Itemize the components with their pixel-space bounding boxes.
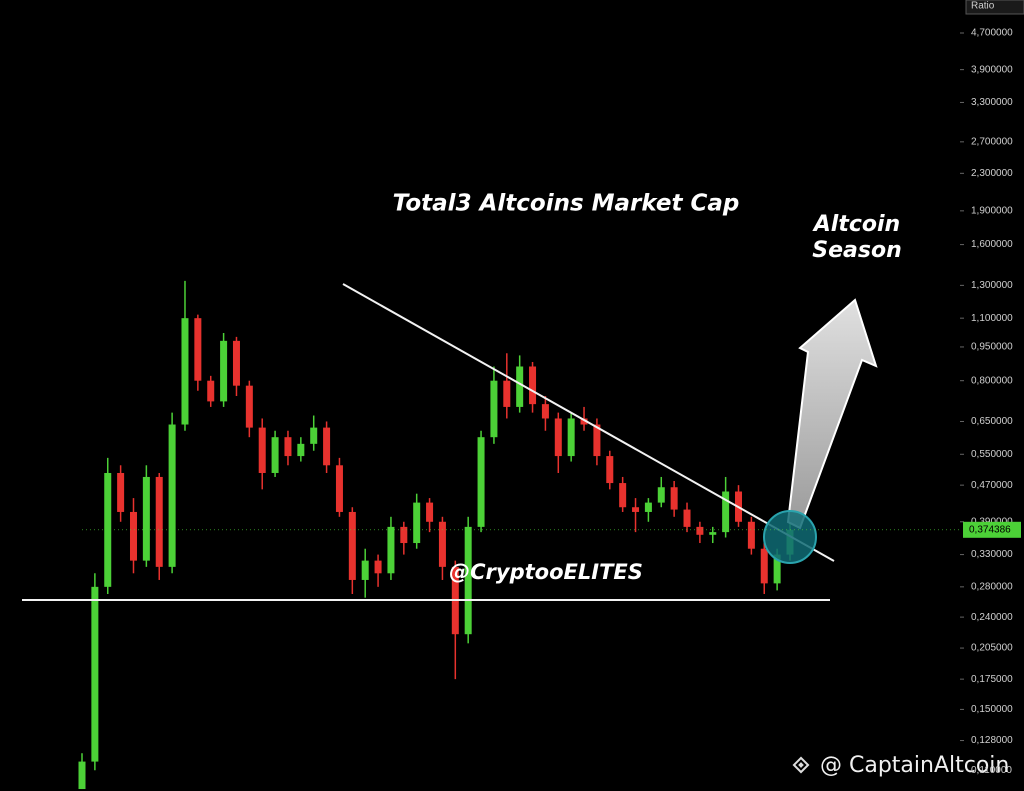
y-tick-label: 2,700000: [971, 136, 1013, 147]
candle-body: [580, 418, 588, 425]
candle-body: [245, 385, 253, 428]
candle-body: [348, 511, 356, 580]
source-icon: [792, 756, 810, 774]
candle-body: [284, 437, 292, 457]
candle-body: [104, 472, 112, 587]
y-tick-label: 1,600000: [971, 239, 1013, 250]
y-tick-label: 0,110000: [971, 765, 1012, 776]
candle-body: [606, 456, 614, 484]
candle-body: [181, 318, 189, 425]
candle-body: [683, 509, 691, 527]
candle-body: [438, 521, 446, 567]
candle-body: [91, 586, 99, 762]
candle-body: [490, 380, 498, 438]
candle-body: [477, 437, 485, 527]
candle-body: [297, 443, 305, 457]
y-tick-label: 3,300000: [971, 97, 1013, 108]
axis-label-box: [965, 0, 1024, 15]
annotation: Altcoin: [812, 212, 900, 237]
candle-body: [129, 511, 137, 561]
y-tick-label: 0,175000: [971, 674, 1013, 685]
candle-body: [323, 427, 331, 466]
candle-body: [619, 483, 627, 508]
candle-body: [773, 554, 781, 584]
y-tick-label: 2,300000: [971, 168, 1013, 179]
candle-body: [374, 560, 382, 574]
y-tick-label: 0,205000: [971, 643, 1013, 654]
y-tick-label: 0,330000: [971, 549, 1013, 560]
y-tick-label: 0,800000: [971, 375, 1013, 386]
candle-body: [722, 491, 730, 533]
candle-body: [709, 532, 717, 535]
candle-body: [567, 418, 575, 457]
y-tick-label: 1,100000: [971, 313, 1013, 324]
y-tick-label: 1,900000: [971, 205, 1013, 216]
candle-body: [657, 487, 665, 503]
candle-body: [232, 340, 240, 386]
candle-body: [413, 502, 421, 544]
candle-body: [644, 502, 652, 512]
candle-body: [593, 424, 601, 457]
candle-body: [194, 318, 202, 381]
candle-body: [155, 476, 163, 567]
candle-body: [464, 526, 472, 635]
candle-body: [387, 526, 395, 574]
y-tick-label: 0,950000: [971, 342, 1013, 353]
candle-body: [117, 472, 125, 512]
chart-title: Total3 Altcoins Market Cap: [393, 191, 740, 217]
candle-body: [207, 380, 215, 402]
y-tick-label: 0,280000: [971, 581, 1013, 592]
y-tick-label: 0,150000: [971, 704, 1013, 715]
last-price-badge: [963, 521, 1021, 538]
candle-body: [400, 526, 408, 544]
candle-body: [168, 424, 176, 567]
candle-body: [696, 526, 704, 535]
y-tick-label: 0,240000: [971, 612, 1013, 623]
annotation: Season: [812, 238, 901, 263]
last-price-label: 0,374386: [969, 524, 1011, 535]
candle-body: [78, 761, 86, 790]
candle-body: [258, 427, 266, 473]
candle-body: [529, 366, 537, 405]
resistance-line: [342, 283, 835, 562]
y-tick-label: 0,128000: [971, 735, 1013, 746]
candle-body: [503, 380, 511, 407]
y-axis-label: Ratio: [971, 1, 995, 12]
candle-body: [271, 437, 279, 473]
watermark: @CryptooELITES: [449, 560, 643, 584]
candle-body: [670, 487, 678, 510]
y-tick-label: 0,650000: [971, 416, 1013, 427]
y-tick-label: 1,300000: [971, 280, 1013, 291]
candle-body: [747, 521, 755, 549]
candle-body: [632, 507, 640, 512]
candle-body: [541, 404, 549, 419]
candle-body: [220, 340, 228, 402]
breakout-circle: [763, 510, 817, 564]
candle-body: [516, 366, 524, 407]
source: @ CaptainAltcoin: [820, 753, 1009, 778]
candle-body: [335, 465, 343, 512]
y-tick-label: 0,470000: [971, 480, 1013, 491]
breakout-arrow: [786, 298, 878, 530]
candle-body: [760, 548, 768, 584]
y-tick-label: 4,700000: [971, 28, 1013, 39]
y-tick-label: 0,550000: [971, 449, 1013, 460]
candle-body: [554, 418, 562, 457]
candle-body: [361, 560, 369, 580]
candle-body: [142, 476, 150, 561]
candle-body: [310, 427, 318, 444]
y-tick-label: 3,900000: [971, 64, 1013, 75]
candle-body: [426, 502, 434, 522]
